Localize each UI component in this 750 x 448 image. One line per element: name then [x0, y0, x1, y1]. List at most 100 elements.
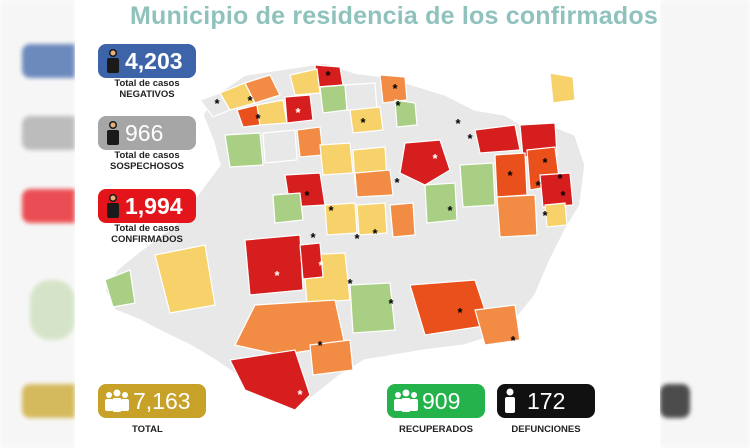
case-marker: *	[467, 131, 473, 146]
sospechosos-caption-line1: Total de casos	[114, 150, 180, 161]
group-icon	[394, 389, 418, 412]
case-marker: *	[325, 68, 331, 83]
page-title: Municipio de residencia de los confirmad…	[130, 2, 658, 30]
case-marker: *	[560, 188, 566, 203]
sospechosos-badge: 966	[98, 116, 196, 150]
case-marker: *	[328, 203, 334, 218]
case-marker: *	[310, 230, 316, 245]
region-s-vh	[409, 279, 491, 336]
region-sw-red-2	[299, 242, 324, 280]
case-marker: *	[510, 333, 516, 348]
group-icon	[105, 389, 129, 412]
michoacan-map: * * * * * * * * * * * * * * * * * * * * …	[104, 62, 586, 411]
case-marker: *	[318, 258, 324, 273]
total-stat: 7,163 TOTAL	[98, 384, 206, 435]
case-marker: *	[304, 188, 310, 203]
region-c-orange	[389, 202, 416, 238]
case-marker: *	[455, 116, 461, 131]
negativos-value: 4,203	[125, 47, 183, 74]
recuperados-value: 909	[422, 387, 461, 414]
case-marker: *	[214, 96, 220, 111]
confirmados-stat: 1,994 Total de casos CONFIRMADOS	[98, 189, 196, 245]
case-marker: *	[317, 338, 323, 353]
recuperados-stat: 909 RECUPERADOS	[387, 384, 485, 435]
case-marker: *	[347, 276, 353, 291]
region-sw-green	[104, 269, 136, 308]
region-s-green	[349, 282, 396, 334]
region-sw-yellow	[154, 244, 216, 314]
region-n-1	[289, 68, 321, 96]
region-w-1	[224, 132, 264, 168]
region-nw-3	[244, 74, 281, 104]
person-icon	[505, 388, 515, 413]
negativos-caption-line1: Total de casos	[114, 78, 180, 89]
defunciones-caption: DEFUNCIONES	[511, 424, 581, 435]
defunciones-badge: 172	[497, 384, 595, 418]
case-marker: *	[557, 171, 563, 186]
case-marker: *	[247, 93, 253, 108]
case-marker: *	[447, 203, 453, 218]
case-marker: *	[274, 268, 280, 283]
region-e-green	[459, 162, 496, 208]
case-marker: *	[395, 98, 401, 113]
person-icon	[107, 194, 119, 218]
case-marker: *	[394, 175, 400, 190]
person-icon	[107, 121, 119, 145]
region-e-red-1	[474, 124, 521, 154]
region-sw-red	[244, 234, 304, 296]
defunciones-stat: 172 DEFUNCIONES	[497, 384, 595, 435]
region-n-4	[379, 74, 408, 104]
case-marker: *	[542, 155, 548, 170]
ghost-badge-gray	[22, 116, 75, 150]
case-marker: *	[354, 231, 360, 246]
left-blurred-strip	[0, 0, 75, 448]
negativos-badge: 4,203	[98, 44, 196, 78]
case-marker: *	[542, 208, 548, 223]
case-marker: *	[297, 387, 303, 402]
case-marker: *	[507, 168, 513, 183]
recuperados-caption: RECUPERADOS	[399, 424, 473, 435]
confirmados-caption-line1: Total de casos	[114, 223, 180, 234]
region-w-2	[262, 129, 298, 164]
negativos-caption-line2: NEGATIVOS	[119, 89, 175, 100]
recuperados-badge: 909	[387, 384, 485, 418]
sospechosos-stat: 966 Total de casos SOSPECHOSOS	[98, 116, 196, 172]
total-badge: 7,163	[98, 384, 206, 418]
region-ne-top	[549, 72, 576, 104]
case-marker: *	[372, 226, 378, 241]
ghost-badge-blue	[22, 44, 75, 78]
region-s-orange-2	[474, 304, 521, 346]
sospechosos-value: 966	[125, 119, 164, 146]
ghost-badge-black	[660, 384, 690, 418]
total-caption: TOTAL	[132, 424, 163, 435]
region-s-orange-3	[309, 339, 354, 376]
sospechosos-caption: Total de casos SOSPECHOSOS	[98, 150, 196, 172]
region-n-6	[394, 99, 418, 128]
region-c-yellow-1	[324, 202, 358, 236]
region-c-red-2	[399, 139, 451, 186]
region-w-4	[319, 142, 354, 176]
ghost-badge-gold	[22, 384, 75, 418]
case-marker: *	[392, 81, 398, 96]
ghost-title-bg	[660, 0, 750, 40]
ghost-map-fragment	[30, 280, 75, 340]
case-marker: *	[388, 296, 394, 311]
sospechosos-caption-line2: SOSPECHOSOS	[110, 161, 184, 172]
region-w-3	[296, 126, 324, 158]
region-nw-6	[284, 94, 314, 124]
case-marker: *	[457, 305, 463, 320]
case-marker: *	[255, 111, 261, 126]
region-e-yellow	[544, 202, 568, 228]
region-c-yellow-2	[356, 202, 388, 236]
region-e-red-3	[539, 172, 574, 208]
case-marker: *	[295, 105, 301, 120]
region-c-green	[272, 192, 304, 224]
region-n-2	[319, 84, 348, 114]
ghost-badge-red	[22, 189, 75, 223]
confirmados-caption: Total de casos CONFIRMADOS	[98, 223, 196, 245]
right-blurred-strip	[660, 0, 750, 448]
region-c-green-2	[424, 182, 458, 224]
case-marker: *	[432, 151, 438, 166]
region-w-6	[354, 169, 394, 198]
defunciones-value: 172	[527, 387, 566, 414]
